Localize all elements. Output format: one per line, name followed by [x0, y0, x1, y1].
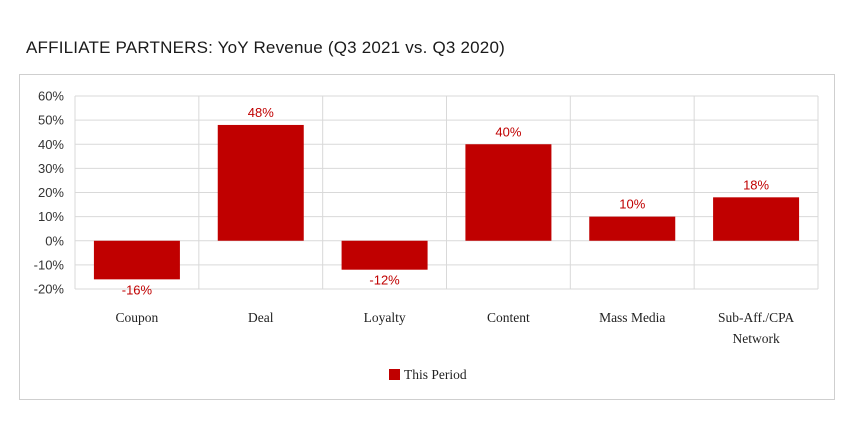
x-tick-label: Coupon	[116, 310, 159, 325]
bar-coupon	[93, 240, 180, 280]
x-tick-label: Content	[487, 310, 530, 325]
legend-label: This Period	[404, 367, 467, 382]
data-label: 48%	[248, 105, 274, 120]
y-tick-label: 50%	[38, 113, 64, 128]
y-tick-label: 60%	[38, 89, 64, 104]
y-tick-label: 0%	[45, 233, 64, 248]
data-label: 10%	[619, 197, 645, 212]
bar-content	[465, 144, 552, 241]
chart-title: AFFILIATE PARTNERS: YoY Revenue (Q3 2021…	[26, 38, 505, 57]
data-label: -12%	[369, 273, 400, 288]
chart-frame	[19, 74, 835, 400]
x-tick-label: Deal	[248, 310, 274, 325]
bar-loyalty	[341, 240, 428, 270]
bar-mass-media	[589, 216, 676, 241]
y-tick-label: 40%	[38, 137, 64, 152]
y-tick-label: 20%	[38, 185, 64, 200]
y-tick-label: -10%	[34, 257, 65, 272]
y-tick-label: 30%	[38, 161, 64, 176]
x-tick-label: Network	[732, 331, 779, 346]
data-label: 40%	[495, 124, 521, 139]
bar-sub-aff-cpa-network	[713, 197, 800, 241]
x-tick-label: Loyalty	[364, 310, 406, 325]
legend-swatch	[389, 369, 400, 380]
data-label: -16%	[122, 282, 153, 297]
y-tick-label: -20%	[34, 282, 65, 297]
data-label: 18%	[743, 177, 769, 192]
bar-deal	[217, 124, 304, 241]
x-tick-label: Sub-Aff./CPA	[718, 310, 794, 325]
y-tick-label: 10%	[38, 209, 64, 224]
x-tick-label: Mass Media	[599, 310, 665, 325]
